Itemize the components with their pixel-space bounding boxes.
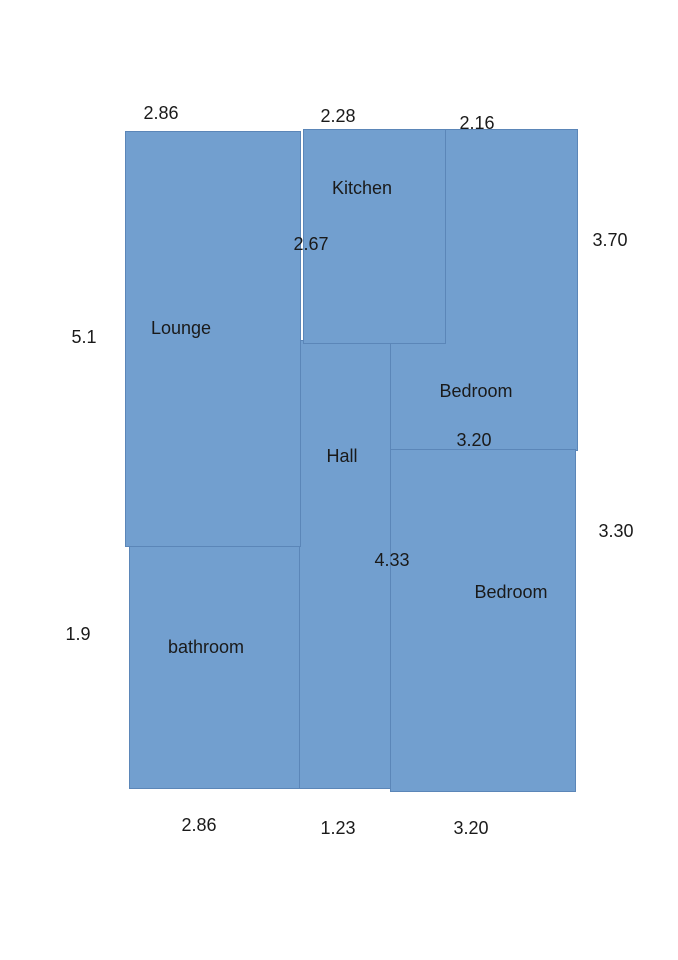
hall-area	[296, 340, 393, 789]
lounge-label: Lounge	[150, 318, 212, 338]
dim-hall-inner: 4.33	[374, 550, 410, 570]
dim-bottom-hall: 1.23	[320, 818, 356, 838]
dim-bedroom-divider: 3.20	[456, 430, 492, 450]
bedroom-lower-area	[390, 449, 576, 792]
hall-label: Hall	[326, 446, 358, 466]
bathroom-area	[129, 543, 300, 789]
dim-top-lounge: 2.86	[143, 103, 179, 123]
bathroom-label: bathroom	[167, 637, 245, 657]
dim-right-bedroom-lower: 3.30	[598, 521, 634, 541]
dim-top-kitchen: 2.28	[320, 106, 356, 126]
dim-left-lounge: 5.1	[71, 327, 97, 347]
bedroom-upper-label: Bedroom	[439, 381, 513, 401]
dim-kitchen-inner: 2.67	[293, 234, 329, 254]
dim-bottom-bathroom: 2.86	[181, 815, 217, 835]
kitchen-label: Kitchen	[331, 178, 393, 198]
dim-right-bedroom-upper: 3.70	[592, 230, 628, 250]
dim-top-bedroom: 2.16	[459, 113, 495, 133]
lounge-area	[125, 131, 301, 547]
kitchen-area	[303, 129, 446, 344]
dim-bottom-bedroom: 3.20	[453, 818, 489, 838]
bedroom-lower-label: Bedroom	[474, 582, 548, 602]
dim-left-bathroom: 1.9	[65, 624, 91, 644]
